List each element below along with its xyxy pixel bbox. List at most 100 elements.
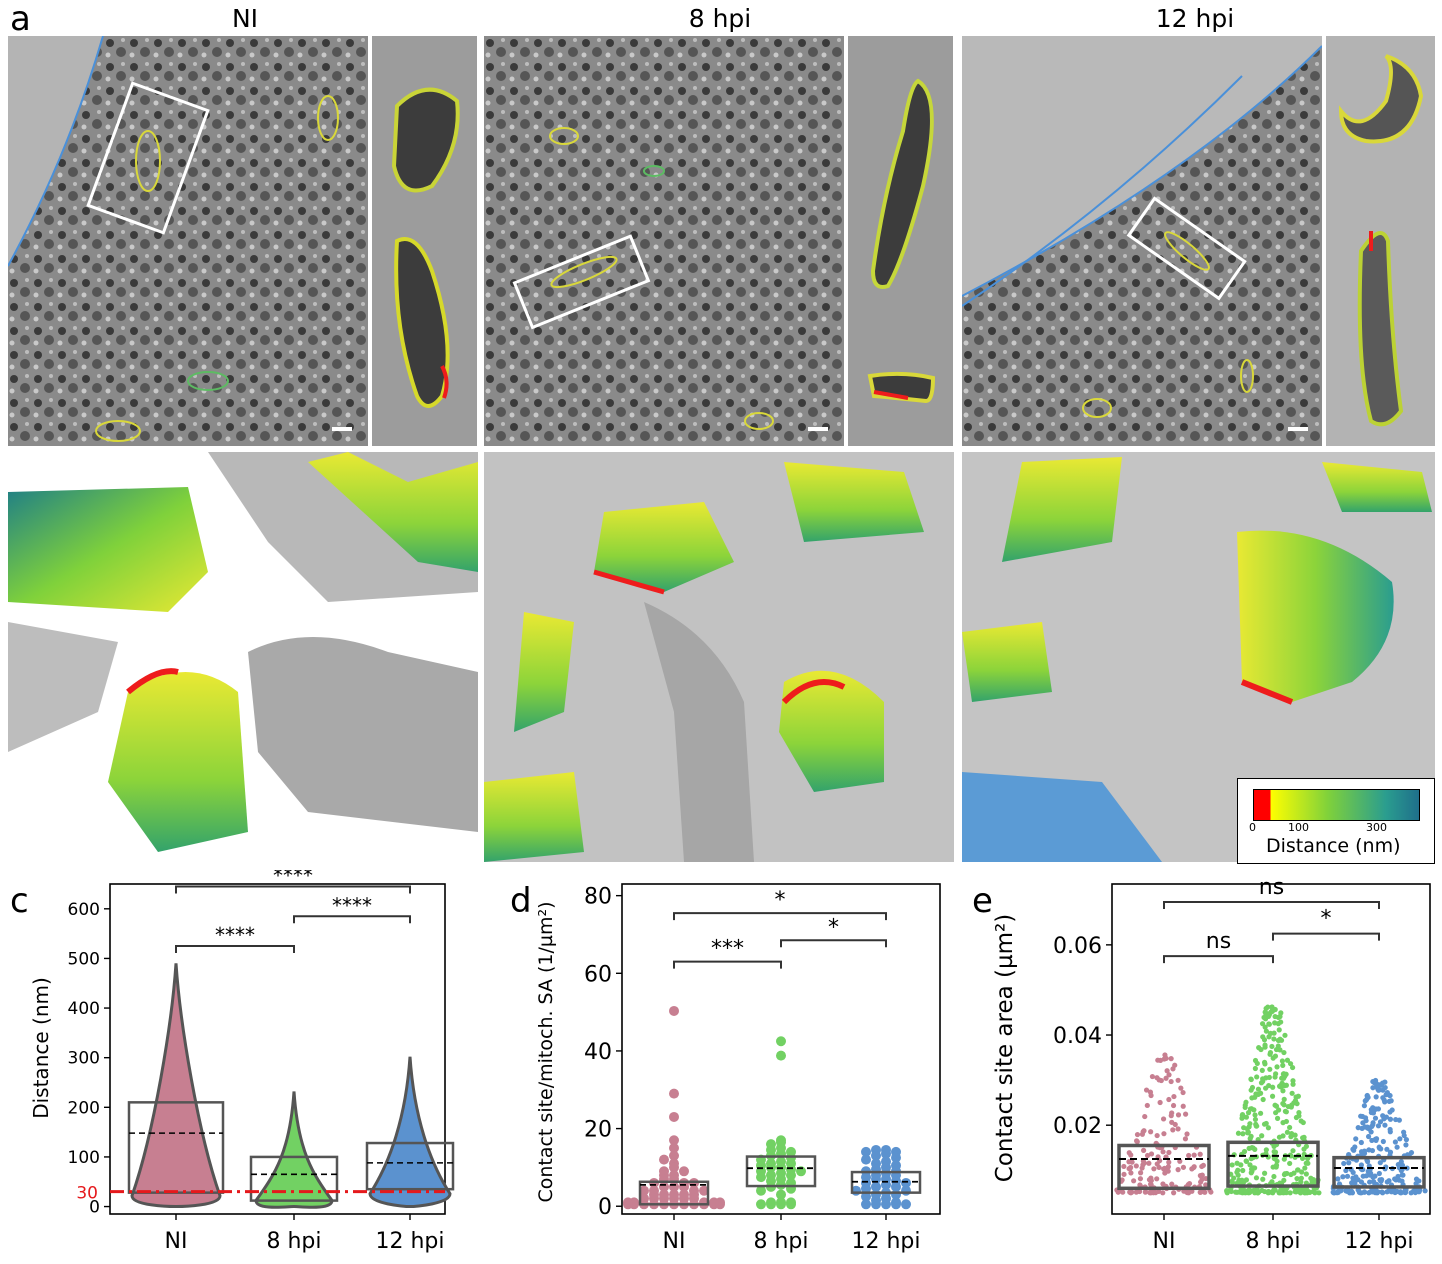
chart-e-point <box>1249 1095 1255 1101</box>
chart-e-point <box>1360 1173 1366 1179</box>
chart-e-point <box>1380 1138 1386 1145</box>
chart-e-point <box>1387 1149 1394 1155</box>
chart-e-point <box>1127 1165 1133 1172</box>
chart-e-point <box>1360 1120 1366 1126</box>
chart-c-xtick-ni: NI <box>165 1229 188 1254</box>
chart-e-point <box>1261 1037 1268 1043</box>
chart-e-point <box>1253 1091 1259 1097</box>
chart-e-point <box>1243 1099 1249 1105</box>
chart-c-ylabel: Distance (nm) <box>29 977 53 1119</box>
chart-e-point <box>1191 1152 1197 1158</box>
chart-e-point <box>1301 1134 1307 1140</box>
chart-e-sig-label: ns <box>1206 929 1231 954</box>
chart-d-point <box>891 1199 901 1210</box>
chart-e-point <box>1294 1175 1300 1182</box>
chart-e-point <box>1293 1189 1299 1195</box>
chart-e-point <box>1203 1175 1209 1182</box>
chart-e-point <box>1287 1061 1294 1067</box>
chart-d-xtick-12hpi: 12 hpi <box>851 1229 920 1254</box>
chart-d-point <box>861 1191 871 1202</box>
chart-e-point <box>1272 1006 1278 1013</box>
chart-e-point <box>1340 1174 1346 1180</box>
chart-e-point <box>1263 1005 1269 1012</box>
chart-e-point <box>1403 1137 1410 1143</box>
em-zoom-8hpi <box>848 36 953 446</box>
chart-d-point <box>871 1181 881 1192</box>
chart-c-sig-bracket <box>293 915 411 924</box>
chart-c-sig-label: **** <box>215 923 255 947</box>
chart-e-point <box>1154 1176 1160 1182</box>
chart-e-point <box>1399 1172 1405 1178</box>
chart-e-point <box>1372 1077 1379 1084</box>
chart-e-point <box>1288 1104 1294 1110</box>
chart-e-point <box>1259 1187 1265 1194</box>
chart-d-point <box>623 1199 633 1210</box>
chart-e-point <box>1191 1164 1197 1171</box>
chart-e-point <box>1353 1136 1359 1142</box>
chart-e-point <box>1224 1188 1230 1195</box>
chart-e-point <box>1142 1189 1148 1195</box>
chart-d-point <box>901 1199 911 1210</box>
chart-e-point <box>1382 1079 1388 1085</box>
chart-e-point <box>1299 1169 1305 1175</box>
chart-c-ytick-label: 600 <box>68 900 100 920</box>
chart-e-point <box>1247 1106 1254 1112</box>
chart-e-point <box>1143 1087 1150 1093</box>
chart-d-point <box>669 1162 679 1173</box>
chart-e-point <box>1267 1049 1274 1056</box>
chart-d-sig-bracket <box>780 939 887 948</box>
chart-e-point <box>1345 1188 1351 1194</box>
chart-e-point <box>1283 1082 1289 1088</box>
chart-e-point <box>1197 1151 1203 1157</box>
chart-e-point <box>1272 1013 1278 1020</box>
chart-e-point <box>1379 1189 1385 1195</box>
chart-e-point <box>1127 1189 1133 1195</box>
chart-e-point <box>1128 1152 1134 1158</box>
chart-e-point <box>1298 1118 1304 1124</box>
chart-e-point <box>1350 1169 1356 1176</box>
chart-e-point <box>1239 1112 1245 1119</box>
em-image-ni <box>8 36 368 446</box>
chart-e-point <box>1294 1101 1300 1107</box>
chart-d-point <box>901 1177 911 1188</box>
chart-e-point <box>1148 1129 1154 1135</box>
chart-e-point <box>1401 1129 1407 1135</box>
chart-e-point <box>1361 1150 1368 1157</box>
chart-e-point <box>1245 1130 1251 1136</box>
chart-d-point <box>669 1005 679 1016</box>
chart-d-point <box>776 1189 786 1200</box>
chart-e-point <box>1171 1190 1177 1196</box>
chart-d-point <box>861 1183 871 1194</box>
chart-d-point <box>861 1146 871 1157</box>
chart-e-point <box>1148 1151 1155 1157</box>
chart-e-point <box>1302 1165 1308 1171</box>
colorbar-title: Distance (nm) <box>1266 835 1401 857</box>
em-zoom-ni <box>372 36 477 446</box>
chart-e-point <box>1253 1175 1260 1181</box>
chart-e-point <box>1161 1131 1167 1137</box>
chart-e-point <box>1270 1055 1276 1061</box>
chart-c-threshold-label: 30 <box>76 1184 98 1204</box>
chart-e-point <box>1356 1189 1362 1195</box>
chart-d-point <box>786 1170 796 1181</box>
chart-e-point <box>1240 1167 1246 1174</box>
chart-e-point <box>1365 1168 1371 1174</box>
chart-e-point <box>1369 1147 1376 1154</box>
chart-e-box <box>1226 1140 1320 1188</box>
chart-e-point <box>1249 1084 1256 1091</box>
chart-e-point <box>1271 1036 1277 1042</box>
chart-e-point <box>1397 1189 1404 1195</box>
chart-e-point <box>1269 1043 1275 1050</box>
chart-e-point <box>1273 1164 1279 1170</box>
chart-e-point <box>1260 1176 1266 1182</box>
chart-e-point <box>1278 1019 1284 1025</box>
chart-e-point <box>1163 1055 1169 1061</box>
chart-e-point <box>1252 1065 1258 1072</box>
chart-c-ytick-label: 0 <box>89 1198 100 1218</box>
em-image-12hpi <box>962 36 1322 446</box>
chart-e-ytick-label: 0.06 <box>1053 934 1102 959</box>
chart-e-point <box>1280 1189 1287 1195</box>
chart-e-point <box>1393 1116 1399 1123</box>
chart-e-point <box>1301 1146 1307 1152</box>
